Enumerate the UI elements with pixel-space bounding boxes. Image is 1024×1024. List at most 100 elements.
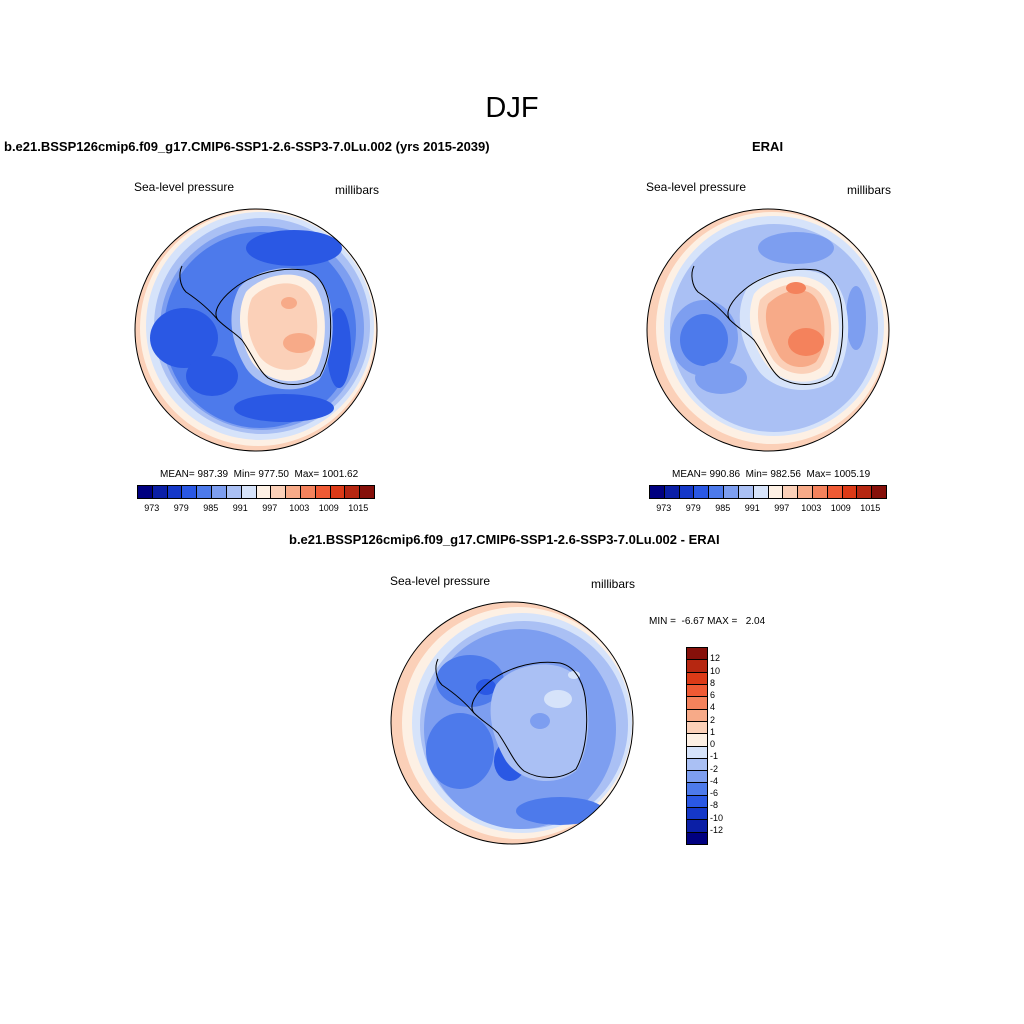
diff-slp-map	[390, 601, 634, 845]
diff-colorbar-swatch	[687, 783, 707, 796]
model-colorbar-swatch	[271, 486, 287, 498]
diff-colorbar-tick-label: 2	[710, 714, 716, 725]
obs-colorbar-swatch	[842, 486, 858, 498]
obs-colorbar-swatch	[709, 486, 725, 498]
model-colorbar-swatch	[167, 486, 183, 498]
obs-colorbar-ticks: 973 979 985 991 997 1003 1009 1015	[649, 503, 887, 515]
model-variable-label: Sea-level pressure	[134, 180, 235, 194]
model-colorbar-tick-label: 985	[203, 503, 219, 513]
obs-colorbar-swatch	[798, 486, 813, 498]
diff-colorbar-ticks: 12 10 8 6 4 2 1 0 -1 -2 -4 -6 -8 -10 -12	[710, 647, 750, 845]
diff-colorbar-tick-label: 8	[710, 677, 716, 688]
diff-colorbar-tick-label: 0	[710, 739, 716, 749]
diff-colorbar-swatch	[687, 832, 707, 844]
obs-stats: MEAN= 990.86 Min= 982.56 Max= 1005.19	[672, 469, 871, 480]
diff-colorbar-tick-label: -4	[710, 775, 719, 786]
obs-colorbar-tick-label: 1003	[801, 503, 822, 513]
obs-colorbar-swatch	[827, 486, 843, 498]
obs-colorbar-tick-label: 991	[744, 503, 760, 513]
diff-colorbar-swatch	[687, 684, 707, 698]
diff-colorbar-tick-label: 12	[710, 653, 721, 664]
diff-colorbar-swatch	[687, 771, 707, 784]
obs-colorbar	[649, 485, 887, 499]
model-panel-title: b.e21.BSSP126cmip6.f09_g17.CMIP6-SSP1-2.…	[4, 139, 490, 154]
diff-colorbar-tick-label: 1	[710, 726, 716, 737]
diff-colorbar-tick-label: 6	[710, 690, 716, 700]
model-colorbar-swatch	[138, 486, 153, 498]
obs-colorbar-tick-label: 979	[685, 503, 701, 513]
model-colorbar-tick-label: 973	[144, 503, 160, 513]
diff-colorbar	[686, 647, 708, 845]
obs-colorbar-swatch	[738, 486, 754, 498]
model-colorbar-tick-label: 979	[173, 503, 189, 513]
model-colorbar-tick-label: 1015	[348, 503, 369, 513]
diff-colorbar-swatch	[687, 808, 707, 821]
obs-colorbar-tick-label: 985	[715, 503, 731, 513]
model-colorbar-swatch	[300, 486, 316, 498]
obs-colorbar-tick-label: 1015	[860, 503, 881, 513]
model-colorbar-ticks: 973 979 985 991 997 1003 1009 1015	[137, 503, 375, 515]
obs-colorbar-swatch	[768, 486, 784, 498]
model-colorbar-swatch	[152, 486, 168, 498]
model-colorbar-swatch	[286, 486, 301, 498]
diff-colorbar-swatch	[687, 746, 707, 759]
obs-colorbar-tick-label: 1009	[830, 503, 851, 513]
obs-colorbar-swatch	[724, 486, 739, 498]
diff-colorbar-tick-label: -8	[710, 800, 719, 811]
obs-colorbar-tick-label: 973	[656, 503, 672, 513]
model-colorbar-swatch	[315, 486, 331, 498]
model-colorbar-swatch	[360, 486, 374, 498]
model-colorbar-tick-label: 997	[262, 503, 278, 513]
model-colorbar-swatch	[345, 486, 361, 498]
diff-units-label: millibars	[591, 577, 636, 591]
obs-colorbar-swatch	[650, 486, 665, 498]
model-slp-map	[134, 208, 378, 452]
diff-colorbar-swatch	[687, 758, 707, 772]
obs-slp-map	[646, 208, 890, 452]
obs-colorbar-swatch	[783, 486, 799, 498]
diff-colorbar-tick-label: 10	[710, 665, 721, 676]
diff-colorbar-tick-label: 4	[710, 702, 716, 713]
model-units-label: millibars	[335, 183, 380, 197]
model-colorbar-swatch	[212, 486, 227, 498]
model-colorbar-swatch	[197, 486, 213, 498]
diff-colorbar-tick-label: -2	[710, 763, 719, 774]
diff-colorbar-swatch	[687, 672, 707, 685]
model-colorbar-tick-label: 1003	[289, 503, 310, 513]
obs-variable-label: Sea-level pressure	[646, 180, 747, 194]
diff-colorbar-tick-label: -12	[710, 824, 724, 835]
model-colorbar-swatch	[256, 486, 272, 498]
model-colorbar-swatch	[241, 486, 257, 498]
diff-variable-label: Sea-level pressure	[390, 574, 491, 588]
model-colorbar-swatch	[330, 486, 346, 498]
obs-colorbar-swatch	[872, 486, 886, 498]
diff-colorbar-swatch	[687, 820, 707, 833]
diff-stats: MIN = -6.67 MAX = 2.04	[649, 616, 766, 627]
model-colorbar-swatch	[226, 486, 242, 498]
diff-colorbar-swatch	[687, 709, 707, 722]
model-colorbar-tick-label: 991	[232, 503, 248, 513]
diff-colorbar-swatch	[687, 734, 707, 747]
diff-colorbar-tick-label: -6	[710, 788, 719, 798]
obs-units-label: millibars	[847, 183, 892, 197]
model-colorbar-tick-label: 1009	[318, 503, 339, 513]
obs-colorbar-swatch	[812, 486, 828, 498]
obs-colorbar-swatch	[753, 486, 769, 498]
diff-colorbar-swatch	[687, 795, 707, 809]
model-colorbar-swatch	[182, 486, 198, 498]
obs-colorbar-tick-label: 997	[774, 503, 790, 513]
obs-panel-title: ERAI	[752, 139, 784, 154]
diff-colorbar-swatch	[687, 648, 707, 661]
model-stats: MEAN= 987.39 Min= 977.50 Max= 1001.62	[160, 469, 359, 480]
diff-panel-title: b.e21.BSSP126cmip6.f09_g17.CMIP6-SSP1-2.…	[289, 532, 720, 547]
obs-colorbar-swatch	[857, 486, 873, 498]
diff-colorbar-swatch	[687, 697, 707, 710]
diff-colorbar-swatch	[687, 721, 707, 735]
diff-colorbar-tick-label: -1	[710, 751, 719, 762]
obs-colorbar-swatch	[664, 486, 680, 498]
figure-title: DJF	[485, 92, 539, 124]
obs-colorbar-swatch	[679, 486, 695, 498]
model-colorbar	[137, 485, 375, 499]
diff-colorbar-tick-label: -10	[710, 812, 724, 823]
diff-colorbar-swatch	[687, 660, 707, 673]
